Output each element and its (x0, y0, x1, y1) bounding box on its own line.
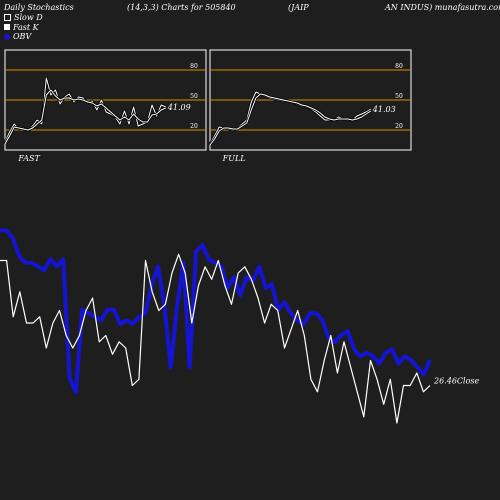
fast-stochastic-panel: 20 50 80 41.09 FAST (3, 49, 207, 163)
close-last-value: 26.46Close (433, 377, 480, 386)
legend-obv-label: OBV (13, 32, 32, 41)
full-series-1 (209, 93, 372, 146)
full-level-label-20: 20 (395, 123, 403, 130)
legend: Slow D Fast K OBV (4, 13, 43, 42)
price-obv-panel: 26.46Close (0, 228, 480, 424)
legend-fast-k: Fast K (4, 23, 43, 33)
fast-last-value: 41.09 (167, 103, 191, 112)
fast-level-label-20: 20 (190, 123, 198, 130)
slow-d-swatch (4, 14, 11, 22)
close-price-line (0, 253, 431, 424)
full-label: FULL (222, 154, 246, 163)
fast-series-0 (4, 77, 166, 143)
fast-series-shadow-1 (3, 88, 167, 145)
obv-swatch (4, 33, 10, 40)
fast-level-label-50: 50 (190, 93, 198, 100)
fast-level-label-80: 80 (190, 63, 198, 70)
legend-fast-k-label: Fast K (13, 22, 39, 32)
legend-slow-d: Slow D (4, 13, 43, 23)
fast-k-swatch (4, 24, 10, 31)
fast-label: FAST (17, 154, 40, 163)
company-name-part1: (JAIP (288, 3, 309, 12)
company-name-part2: AN INDUS) munafasutra.com (385, 3, 500, 12)
full-level-label-80: 80 (395, 63, 403, 70)
obv-line (0, 228, 432, 395)
chart-params: (14,3,3) Charts for 505840 (127, 3, 236, 12)
full-stochastic-panel: 20 50 80 41.03 FULL (208, 49, 412, 163)
fast-series-shadow-0 (3, 76, 167, 143)
legend-slow-d-label: Slow D (14, 13, 43, 22)
fast-series-1 (4, 89, 166, 145)
legend-obv: OBV (4, 32, 43, 42)
chart-title: Daily Stochastics (4, 3, 74, 12)
full-level-label-50: 50 (395, 93, 403, 100)
full-last-value: 41.03 (372, 105, 396, 114)
